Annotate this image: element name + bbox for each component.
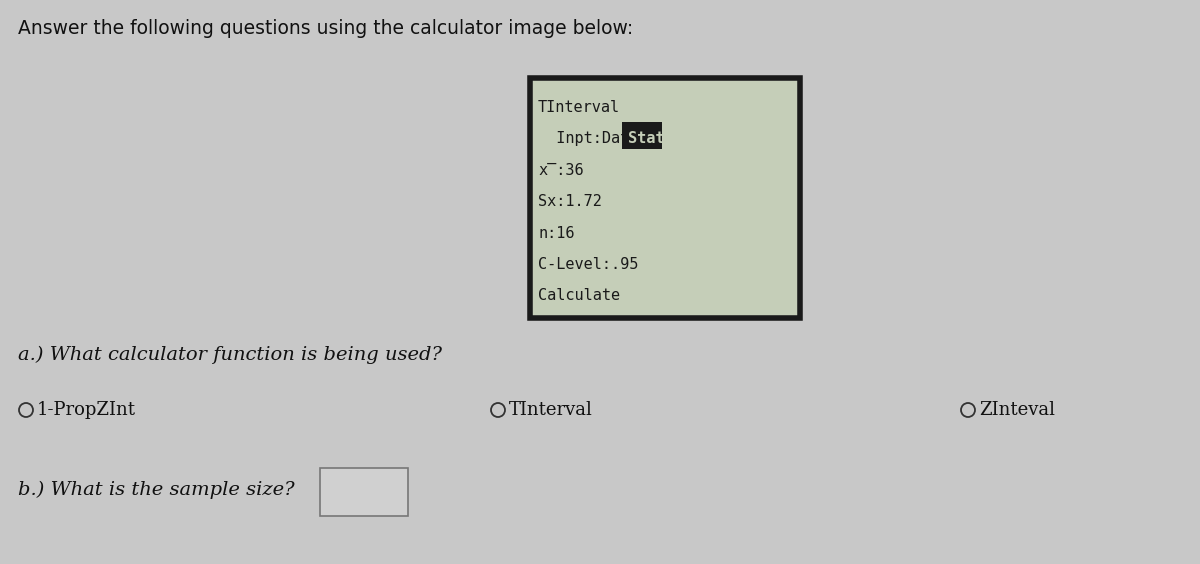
Text: n:16: n:16: [538, 226, 575, 240]
Text: C-Level:.95: C-Level:.95: [538, 257, 638, 272]
Text: b.) What is the sample size?: b.) What is the sample size?: [18, 481, 295, 499]
Text: Calculate: Calculate: [538, 288, 620, 303]
Bar: [623, 122, 662, 149]
Text: TInterval: TInterval: [509, 401, 593, 419]
Text: Stats: Stats: [628, 131, 673, 146]
Bar: [530, 78, 800, 318]
Text: TInterval: TInterval: [538, 100, 620, 115]
Text: x̅:36: x̅:36: [538, 162, 583, 178]
Text: 1-PropZInt: 1-PropZInt: [37, 401, 136, 419]
Text: a.) What calculator function is being used?: a.) What calculator function is being us…: [18, 346, 442, 364]
Text: ZInteval: ZInteval: [979, 401, 1055, 419]
Text: Sx:1.72: Sx:1.72: [538, 194, 602, 209]
Bar: [320, 468, 408, 516]
Text: Inpt:Data: Inpt:Data: [538, 131, 648, 146]
Text: Answer the following questions using the calculator image below:: Answer the following questions using the…: [18, 19, 634, 37]
